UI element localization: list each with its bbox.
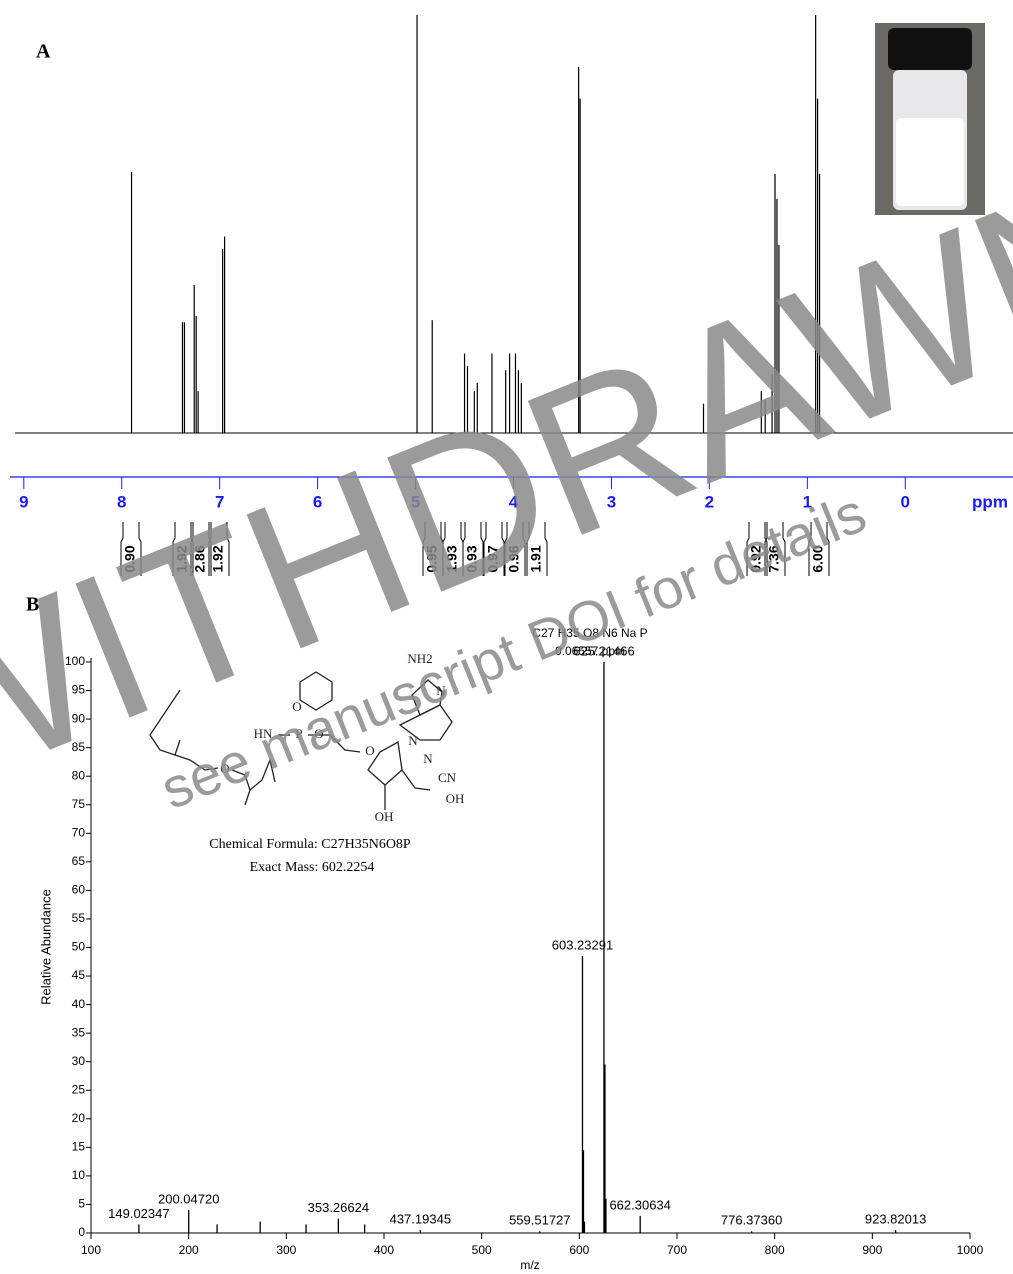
- peak-label: 603.23291: [552, 938, 613, 953]
- integral-label: 1.92: [174, 545, 190, 572]
- integral-label: 1.93: [444, 545, 460, 572]
- x-tick-label: 0: [901, 492, 910, 511]
- y-tick-label: 100: [65, 654, 85, 668]
- atom-label: CN: [438, 770, 457, 785]
- peak-label: 149.02347: [108, 1206, 169, 1221]
- peak-label: 437.19345: [390, 1212, 451, 1227]
- x-tick-label: 5: [411, 492, 420, 511]
- y-tick-label: 10: [72, 1168, 86, 1182]
- atom-label: OH: [446, 791, 465, 806]
- atom-label: HN: [254, 726, 273, 741]
- integral-bracket: [462, 522, 484, 576]
- integral-label: 1.92: [210, 545, 226, 572]
- peak-label: 625.21466: [573, 643, 634, 658]
- x-tick-label: 200: [179, 1243, 199, 1257]
- y-tick-label: 15: [72, 1140, 86, 1154]
- y-tick-label: 25: [72, 1082, 86, 1096]
- x-tick-label: 1000: [957, 1243, 984, 1257]
- integral-label: 0.93: [464, 545, 480, 572]
- y-axis-label: Relative Abundance: [38, 889, 53, 1005]
- y-tick-label: 70: [72, 825, 86, 839]
- x-tick-label: 8: [117, 492, 126, 511]
- y-tick-label: 50: [72, 940, 86, 954]
- x-tick-label: 500: [472, 1243, 492, 1257]
- integral-label: 1.91: [528, 545, 544, 572]
- atom-label: O: [365, 743, 374, 758]
- integral-label: 6.00: [810, 545, 826, 572]
- integral-label: 0.90: [122, 545, 138, 572]
- y-tick-label: 75: [72, 797, 86, 811]
- y-tick-label: 80: [72, 768, 86, 782]
- atom-label: O: [314, 726, 323, 741]
- integral-label: 0.92: [748, 545, 764, 572]
- y-tick-label: 55: [72, 911, 86, 925]
- chemical-formula: Chemical Formula: C27H35N6O8P: [209, 837, 411, 852]
- atom-label: NH2: [407, 651, 432, 666]
- integral-label: 0.96: [506, 545, 522, 572]
- integral-bracket: [526, 522, 548, 576]
- y-tick-label: 60: [72, 883, 86, 897]
- panel-label: A: [36, 41, 51, 63]
- panel-label: B: [26, 594, 39, 616]
- integral-bracket: [504, 522, 526, 576]
- y-tick-label: 5: [78, 1197, 85, 1211]
- peak-label: 200.04720: [158, 1192, 219, 1207]
- integral-bracket: [483, 522, 505, 576]
- integral-bracket: [764, 522, 786, 576]
- x-tick-label: 800: [765, 1243, 785, 1257]
- peak-annotation: C27 H35 O8 N6 Na P: [532, 626, 647, 640]
- y-tick-label: 65: [72, 854, 86, 868]
- integral-bracket: [208, 522, 230, 576]
- x-tick-label: 6: [313, 492, 322, 511]
- vial-photo: [875, 23, 985, 215]
- y-tick-label: 30: [72, 1054, 86, 1068]
- x-tick-label: 4: [509, 492, 519, 511]
- exact-mass: Exact Mass: 602.2254: [250, 860, 375, 875]
- x-tick-label: 300: [276, 1243, 296, 1257]
- y-tick-label: 95: [72, 683, 86, 697]
- x-axis-label: ppm: [972, 492, 1008, 511]
- integral-bracket: [120, 522, 142, 576]
- x-tick-label: 400: [374, 1243, 394, 1257]
- integral-label: 0.95: [424, 545, 440, 572]
- x-axis-label: m/z: [520, 1258, 539, 1272]
- y-tick-label: 40: [72, 997, 86, 1011]
- atom-label: P: [295, 726, 302, 741]
- x-tick-label: 2: [705, 492, 714, 511]
- atom-label: N: [408, 733, 418, 748]
- y-tick-label: 35: [72, 1025, 86, 1039]
- y-tick-label: 45: [72, 968, 86, 982]
- atom-label: OH: [375, 809, 394, 824]
- peak-annotation: 0.06557 ppm: [555, 644, 625, 658]
- x-tick-label: 7: [215, 492, 224, 511]
- y-tick-label: 90: [72, 711, 86, 725]
- x-tick-label: 1: [803, 492, 812, 511]
- watermark-title: WITHDRAWN: [0, 128, 1013, 841]
- y-tick-label: 0: [78, 1225, 85, 1239]
- peak-label: 353.26624: [308, 1200, 369, 1215]
- peak-label: 559.51727: [509, 1213, 570, 1228]
- x-tick-label: 3: [607, 492, 616, 511]
- integral-label: 7.36: [766, 545, 782, 572]
- peak-label: 776.37360: [721, 1213, 782, 1228]
- peak-label: 662.30634: [609, 1197, 670, 1212]
- atom-label: O: [220, 761, 229, 776]
- integral-label: 2.86: [192, 545, 208, 572]
- atom-label: O: [292, 699, 301, 714]
- structure-sketch: [149, 671, 453, 810]
- atom-label: N: [423, 751, 433, 766]
- x-tick-label: 100: [81, 1243, 101, 1257]
- integral-bracket: [808, 522, 830, 576]
- y-tick-label: 85: [72, 740, 86, 754]
- atom-label: N: [436, 683, 446, 698]
- x-tick-label: 9: [19, 492, 28, 511]
- integral-label: 0.97: [485, 545, 501, 572]
- peak-label: 923.82013: [865, 1212, 926, 1227]
- y-tick-label: 20: [72, 1111, 86, 1125]
- x-tick-label: 600: [569, 1243, 589, 1257]
- x-tick-label: 700: [667, 1243, 687, 1257]
- x-tick-label: 900: [862, 1243, 882, 1257]
